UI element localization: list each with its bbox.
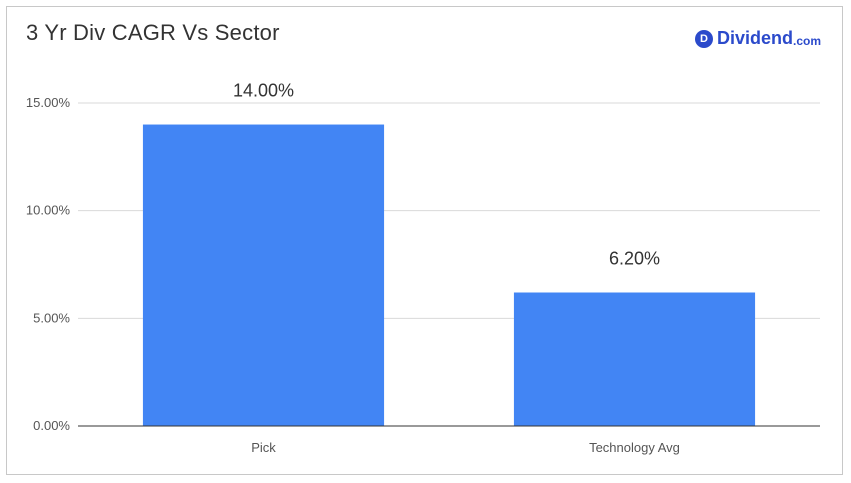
- logo-badge-icon: D: [694, 29, 713, 48]
- data-label: 6.20%: [609, 248, 660, 268]
- y-tick-label: 15.00%: [26, 95, 71, 110]
- logo-suffix: .com: [792, 33, 821, 48]
- x-tick-label: Technology Avg: [589, 440, 680, 455]
- bar: [142, 124, 385, 427]
- y-tick-label: 5.00%: [33, 310, 70, 325]
- y-tick-label: 10.00%: [26, 203, 71, 218]
- data-label: 14.00%: [233, 81, 294, 101]
- chart-title: 3 Yr Div CAGR Vs Sector: [26, 20, 280, 45]
- logo-name: Dividend: [716, 28, 793, 48]
- dividend-logo[interactable]: D Dividend .com: [694, 28, 821, 49]
- bar: [513, 292, 756, 426]
- x-tick-label: Pick: [251, 440, 276, 455]
- y-tick-label: 0.00%: [33, 418, 70, 433]
